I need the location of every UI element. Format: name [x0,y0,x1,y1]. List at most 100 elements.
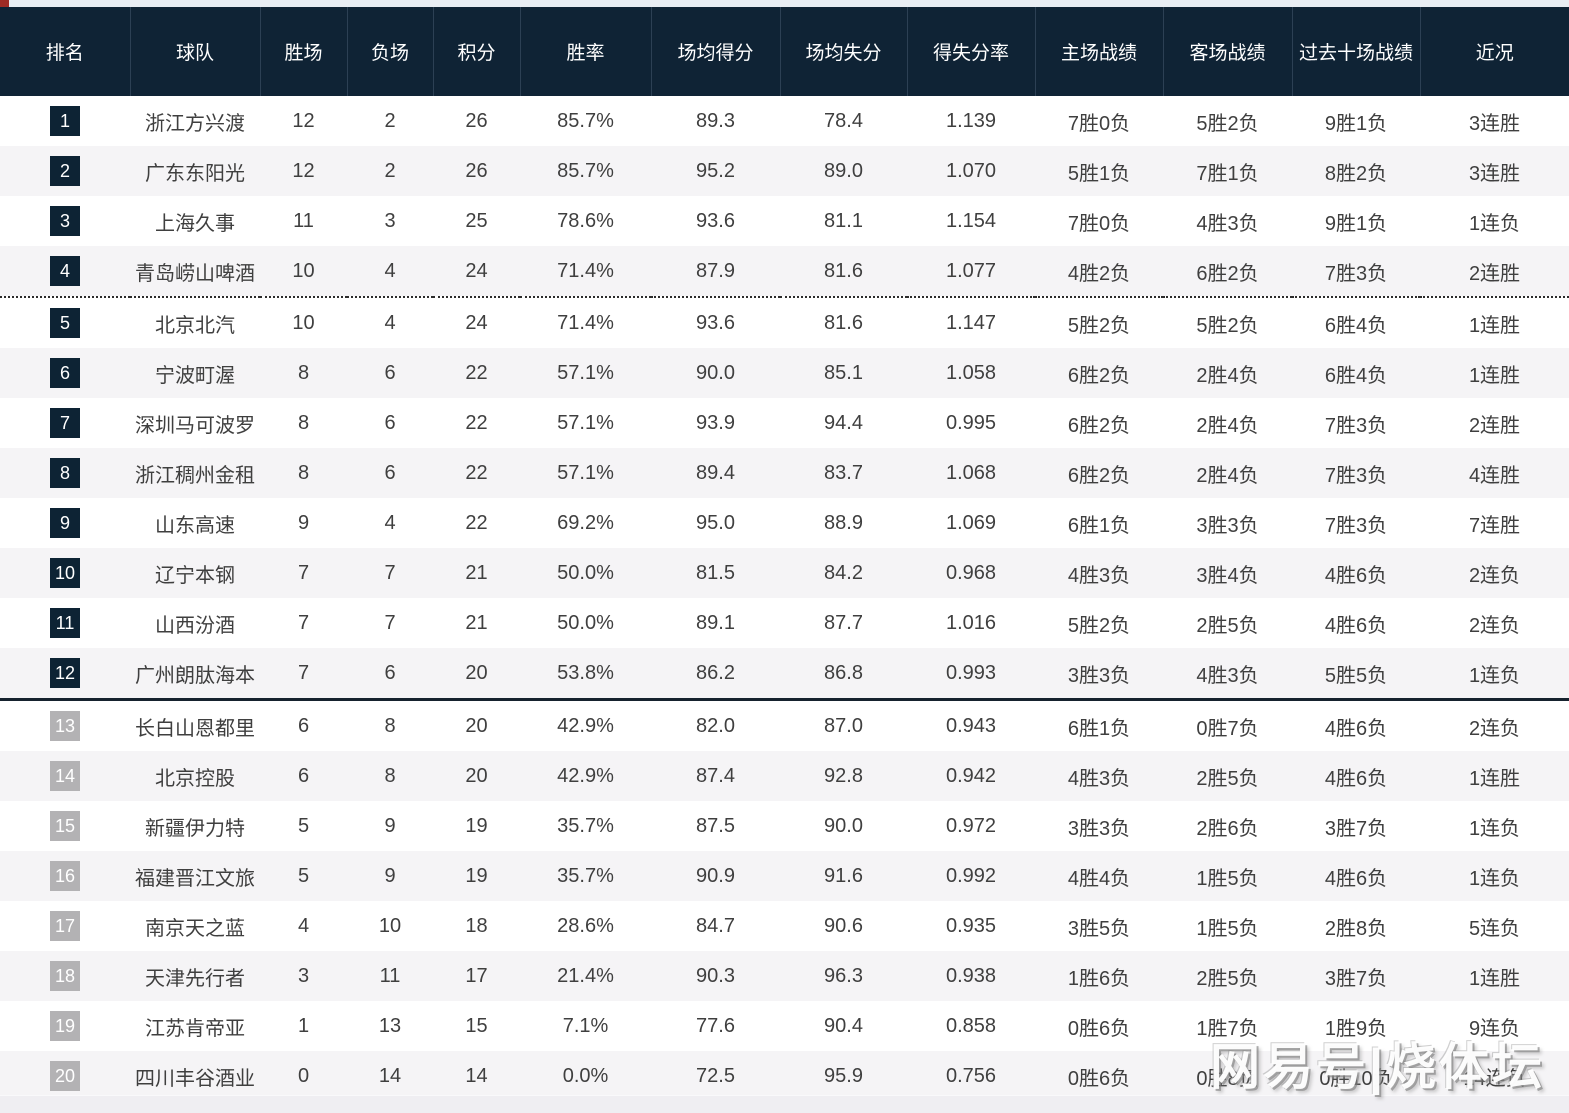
win-rate-cell: 42.9% [520,698,651,751]
points-cell: 26 [465,109,488,132]
wins-cell: 3 [297,964,310,987]
rank-badge: 10 [50,558,80,588]
score-ratio-cell: 1.069 [945,511,997,534]
home-record-cell: 6胜2负 [1067,364,1131,387]
header-losses: 负场 [347,7,434,96]
win-rate-cell: 21.4% [557,964,614,987]
avg-scored-cell: 90.3 [696,964,735,987]
table-row: 15 新疆伊力特 5 9 19 35.7% 87.5 90.0 0.972 3胜… [0,801,1569,851]
score-ratio-cell: 0.992 [945,864,997,887]
table-row: 16 福建晋江文旅 5 9 19 35.7% 90.9 91.6 0.992 4… [0,851,1569,901]
home-record-cell: 7胜0负 [1067,212,1131,235]
avg-scored-cell: 77.6 [696,1014,735,1037]
home-record-cell: 4胜4负 [1067,867,1131,890]
rank-badge: 14 [50,761,80,791]
table-row: 8 浙江稠州金租 8 6 22 57.1% 89.4 83.7 1.068 6胜… [0,448,1569,498]
table-row: 7 深圳马可波罗 8 6 22 57.1% 93.9 94.4 0.995 6胜… [0,398,1569,448]
rank-badge: 13 [50,711,80,741]
avg-scored-cell: 82.0 [651,698,780,751]
losses-cell: 11 [379,964,401,987]
last10-record-cell: 4胜6负 [1324,614,1388,637]
rank-badge: 5 [50,308,80,338]
rank-cell: 5 [0,296,130,348]
win-rate-cell: 69.2% [557,511,614,534]
table-row: 5 北京北汽 10 4 24 71.4% 93.6 81.6 1.147 5胜2… [0,296,1569,348]
rank-cell: 7 [0,398,130,448]
points-cell: 22 [465,511,488,534]
avg-allowed-cell: 86.8 [824,661,863,684]
avg-scored-cell: 84.7 [696,914,735,937]
last10-record-cell: 2胜8负 [1324,917,1388,940]
points-cell: 24 [465,259,488,282]
avg-allowed-cell: 81.1 [824,209,863,232]
avg-scored-cell: 86.2 [696,661,735,684]
home-record-cell: 0胜6负 [1067,1017,1131,1040]
win-rate-cell: 42.9% [557,764,614,787]
last10-record-cell: 9胜1负 [1324,112,1388,135]
rank-badge: 3 [50,206,80,236]
rank-badge: 2 [50,156,80,186]
rank-cell: 13 [0,698,130,751]
header-row: 排名 球队 胜场 负场 积分 胜率 场均得分 场均失分 得失分率 主场战绩 客场… [0,7,1569,96]
away-record-cell: 2胜5负 [1196,967,1259,990]
avg-scored-cell: 93.9 [696,411,735,434]
rank-badge: 17 [50,911,80,941]
win-rate-cell: 71.4% [557,259,614,282]
losses-cell: 6 [384,661,396,684]
score-ratio-cell: 1.070 [945,159,997,182]
away-record-cell: 1胜5负 [1196,917,1259,940]
team-cell: 北京北汽 [130,296,260,348]
wins-cell: 11 [293,209,314,232]
score-ratio-cell: 0.756 [945,1064,997,1087]
streak-cell: 3连胜 [1468,112,1521,135]
points-cell: 26 [465,159,488,182]
rank-badge: 6 [50,358,80,388]
table-row: 19 江苏肯帝亚 1 13 15 7.1% 77.6 90.4 0.858 0胜… [0,1001,1569,1051]
streak-cell: 1连负 [1468,867,1521,890]
streak-cell: 14连负 [1463,1067,1526,1090]
avg-scored-cell: 89.3 [696,109,735,132]
avg-allowed-cell: 85.1 [824,361,863,384]
away-record-cell: 1胜5负 [1196,867,1259,890]
avg-allowed-cell: 96.3 [824,964,863,987]
streak-cell: 2连负 [1468,614,1521,637]
header-wins: 胜场 [260,7,348,96]
header-home-record: 主场战绩 [1035,7,1164,96]
team-cell: 辽宁本钢 [155,564,235,587]
avg-allowed-cell: 89.0 [824,159,863,182]
points-cell: 17 [465,964,488,987]
avg-allowed-cell: 84.2 [824,561,863,584]
table-row: 10 辽宁本钢 7 7 21 50.0% 81.5 84.2 0.968 4胜3… [0,548,1569,598]
points-cell: 15 [465,1014,488,1037]
wins-cell: 9 [297,511,310,534]
team-cell: 广州朗肽海本 [135,664,255,687]
team-cell: 山西汾酒 [155,614,235,637]
avg-allowed-cell: 90.6 [824,914,863,937]
team-cell: 广东东阳光 [145,162,245,185]
header-avg-scored: 场均得分 [651,7,781,96]
win-rate-cell: 0.0% [562,1064,609,1087]
losses-cell: 3 [384,209,396,232]
rank-badge: 12 [50,658,80,688]
points-cell: 14 [465,1064,488,1087]
points-cell: 22 [465,361,488,384]
score-ratio-cell: 0.943 [907,698,1035,751]
win-rate-cell: 71.4% [520,296,651,348]
last10-record-cell: 9胜1负 [1324,212,1388,235]
table-row: 14 北京控股 6 8 20 42.9% 87.4 92.8 0.942 4胜3… [0,751,1569,801]
wins-cell: 7 [297,561,310,584]
losses-cell: 6 [384,361,396,384]
rank-cell: 3 [0,196,130,246]
rank-badge: 1 [50,106,80,136]
last10-record-cell: 4胜6负 [1324,767,1388,790]
table-row: 12 广州朗肽海本 7 6 20 53.8% 86.2 86.8 0.993 3… [0,648,1569,700]
win-rate-cell: 57.1% [557,461,614,484]
rank-cell: 4 [0,246,130,297]
header-rank: 排名 [0,7,131,96]
avg-allowed-cell: 88.9 [824,511,863,534]
streak-cell: 1连胜 [1468,967,1521,990]
team-cell: 南京天之蓝 [145,917,245,940]
avg-allowed-cell: 95.9 [824,1064,863,1087]
rank-cell: 18 [0,951,130,1001]
table-row: 4 青岛崂山啤酒 10 4 24 71.4% 87.9 81.6 1.077 4… [0,246,1569,297]
